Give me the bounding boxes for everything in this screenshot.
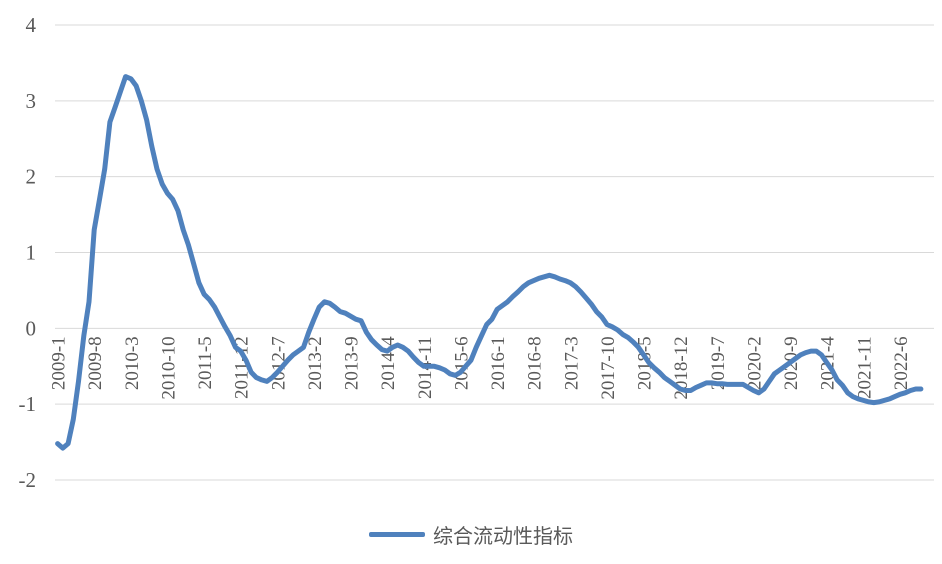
- y-tick-label: -2: [19, 468, 37, 492]
- grid-lines: [55, 24, 934, 481]
- x-tick-label: 2009-1: [49, 336, 70, 390]
- x-tick-label: 2017-3: [561, 336, 582, 390]
- x-tick-label: 2011-5: [195, 336, 216, 389]
- x-tick-label: 2022-6: [891, 336, 912, 390]
- y-tick-label: 1: [26, 241, 37, 265]
- x-tick-label: 2020-2: [744, 336, 765, 390]
- x-tick-label: 2021-11: [854, 336, 875, 399]
- x-tick-label: 2009-8: [85, 336, 106, 390]
- y-tick-label: -1: [19, 392, 37, 416]
- x-tick-label: 2016-1: [488, 336, 509, 390]
- x-tick-label: 2010-10: [158, 336, 179, 399]
- x-tick-label: 2013-9: [342, 336, 363, 390]
- x-axis-ticks: 2009-1 2009-8 2010-3 2010-10 2011-5 2011-12 20…: [49, 336, 912, 400]
- x-tick-label: 2011-12: [232, 336, 253, 399]
- legend-item: 综合流动性指标: [369, 520, 573, 549]
- series-layer: [55, 74, 924, 451]
- legend-swatch: [369, 532, 425, 537]
- x-tick-label: 2013-2: [305, 336, 326, 390]
- legend-label: 综合流动性指标: [433, 524, 573, 548]
- y-tick-label: 2: [26, 165, 37, 189]
- x-tick-label: 2017-10: [598, 336, 619, 399]
- y-axis-ticks: 4 3 2 1 0 -1 -2: [19, 13, 37, 492]
- y-tick-label: 0: [26, 316, 37, 340]
- x-tick-label: 2010-3: [122, 336, 143, 390]
- y-tick-label: 3: [26, 89, 37, 113]
- x-tick-label: 2016-8: [525, 336, 546, 390]
- legend: 综合流动性指标: [0, 520, 942, 549]
- y-tick-label: 4: [26, 13, 37, 37]
- series-line: [55, 74, 924, 451]
- x-tick-label: 2019-7: [708, 336, 729, 390]
